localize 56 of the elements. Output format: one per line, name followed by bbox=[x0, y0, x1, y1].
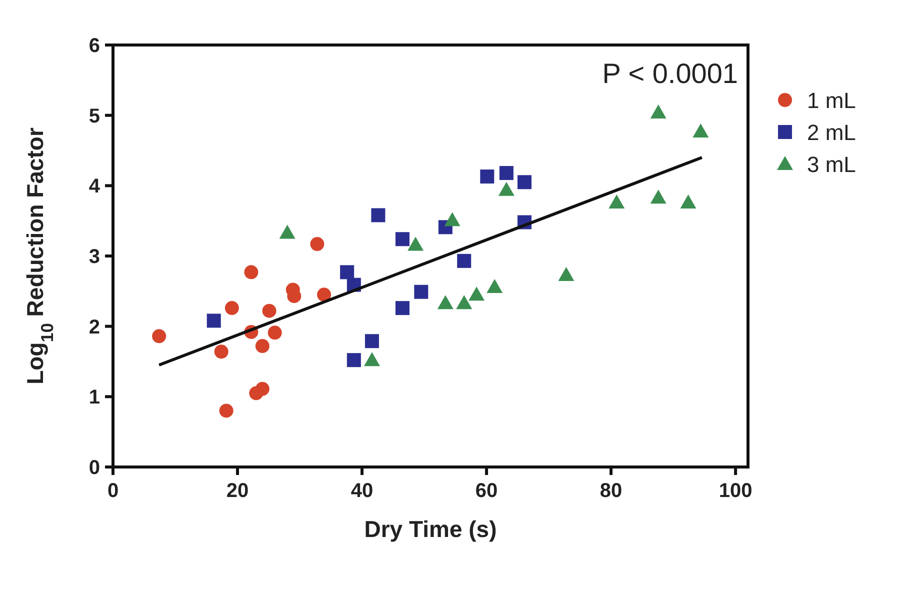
point bbox=[608, 194, 625, 209]
legend-label: 3 mL bbox=[807, 152, 856, 177]
x-tick-label: 80 bbox=[600, 480, 622, 502]
point bbox=[279, 224, 296, 239]
point bbox=[457, 254, 472, 268]
point bbox=[340, 265, 354, 280]
y-tick-label: 1 bbox=[88, 386, 100, 409]
point bbox=[395, 301, 410, 316]
point bbox=[408, 236, 424, 251]
y-tick-label: 2 bbox=[88, 316, 100, 338]
point bbox=[244, 265, 258, 280]
point bbox=[255, 339, 270, 354]
y-tick-label: 4 bbox=[88, 176, 101, 198]
point bbox=[486, 278, 503, 293]
annotation: P < 0.0001 bbox=[602, 58, 738, 89]
point bbox=[262, 304, 276, 318]
point bbox=[371, 208, 386, 222]
x-tick-label: 0 bbox=[107, 480, 119, 502]
point bbox=[364, 334, 379, 348]
point bbox=[317, 288, 332, 302]
point bbox=[650, 104, 666, 119]
point bbox=[255, 382, 270, 396]
point bbox=[437, 295, 454, 310]
point bbox=[219, 404, 234, 418]
y-tick-label: 6 bbox=[88, 35, 100, 57]
legend-label: 1 mL bbox=[807, 88, 856, 113]
point bbox=[224, 301, 239, 316]
point bbox=[518, 175, 532, 190]
point bbox=[499, 166, 514, 180]
y-tick-label: 0 bbox=[88, 457, 100, 479]
point bbox=[395, 232, 410, 246]
point bbox=[364, 352, 380, 366]
point bbox=[268, 326, 282, 340]
x-tick-label: 20 bbox=[226, 480, 249, 502]
point bbox=[152, 329, 166, 344]
x-tick-label: 60 bbox=[475, 480, 498, 502]
point bbox=[206, 314, 221, 328]
point bbox=[650, 190, 666, 204]
x-tick-label: 100 bbox=[718, 480, 752, 502]
y-tick-label: 3 bbox=[88, 246, 100, 268]
point bbox=[214, 344, 228, 359]
x-tick-label: 40 bbox=[350, 480, 374, 502]
point bbox=[310, 237, 324, 252]
point bbox=[498, 182, 514, 196]
point bbox=[444, 212, 460, 226]
point bbox=[414, 284, 428, 299]
point bbox=[692, 124, 709, 138]
point bbox=[456, 295, 472, 310]
point bbox=[346, 353, 361, 368]
y-tick-label: 5 bbox=[88, 105, 100, 128]
x-axis-title: Dry Time (s) bbox=[364, 516, 497, 542]
point bbox=[480, 170, 494, 184]
point bbox=[680, 194, 696, 209]
legend-label: 2 mL bbox=[807, 120, 856, 145]
point bbox=[468, 286, 485, 301]
point bbox=[558, 266, 574, 281]
